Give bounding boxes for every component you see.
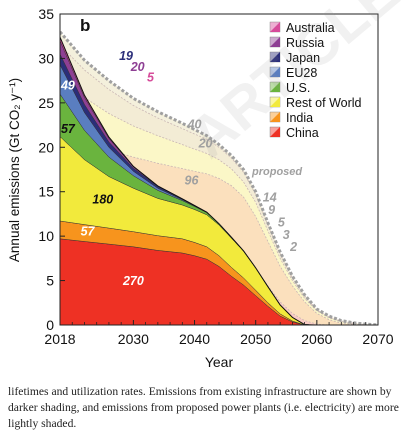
- data-label: 2: [289, 240, 297, 254]
- data-label: 5: [278, 215, 286, 229]
- legend-item: EU28: [269, 66, 317, 80]
- legend-item: Russia: [269, 36, 324, 50]
- x-tick-label: 2040: [179, 331, 210, 347]
- y-tick-label: 10: [38, 228, 54, 244]
- proposed-band: [60, 78, 378, 325]
- data-label: 57: [81, 224, 96, 238]
- panel-label: b: [80, 16, 90, 35]
- x-tick-label: 2070: [362, 331, 393, 347]
- data-label: 5: [147, 71, 155, 85]
- proposed-total-line: [60, 30, 378, 325]
- legend-swatch-dark: [270, 112, 280, 122]
- y-axis-title: Annual emissions (Gt CO₂ y⁻¹): [7, 78, 22, 262]
- existing-total-line: [60, 36, 378, 325]
- data-label: 49: [60, 79, 75, 93]
- legend-item: Japan: [269, 51, 320, 65]
- data-label: 270: [122, 274, 144, 288]
- x-axis-title: Year: [205, 354, 234, 370]
- data-label: 57: [61, 122, 76, 136]
- proposed-band: [60, 45, 378, 325]
- legend-swatch-dark: [270, 37, 280, 47]
- legend-label: EU28: [286, 66, 317, 80]
- data-label: 20: [130, 60, 145, 74]
- legend-swatch-dark: [270, 22, 280, 32]
- y-tick-label: 15: [38, 184, 54, 200]
- proposed-band: [60, 31, 378, 325]
- y-tick-label: 5: [46, 273, 54, 289]
- existing-emissions-layer: [60, 36, 378, 325]
- legend-label: Japan: [286, 51, 320, 65]
- legend-item: U.S.: [269, 81, 310, 95]
- y-tick-label: 35: [38, 6, 54, 22]
- legend-label: Australia: [286, 21, 335, 35]
- x-tick-label: 2030: [118, 331, 149, 347]
- legend-item: India: [269, 111, 313, 125]
- y-tick-label: 20: [38, 139, 54, 155]
- data-label: 40: [187, 118, 202, 132]
- data-label: 20: [198, 136, 213, 150]
- legend-swatch-dark: [270, 67, 280, 77]
- data-label: 96: [185, 174, 200, 188]
- data-label: 180: [92, 192, 113, 206]
- legend-item: Rest of World: [269, 96, 362, 110]
- y-tick-label: 25: [38, 95, 54, 111]
- legend-label: India: [286, 111, 313, 125]
- legend-label: Russia: [286, 36, 324, 50]
- data-label: 14: [263, 190, 277, 204]
- x-tick-label: 2050: [240, 331, 271, 347]
- x-tick-label: 2018: [44, 331, 75, 347]
- y-tick-label: 30: [38, 50, 54, 66]
- legend-swatch-dark: [270, 82, 280, 92]
- legend-label: China: [286, 126, 319, 140]
- legend-swatch-dark: [270, 127, 280, 137]
- legend-swatch-dark: [270, 97, 280, 107]
- legend-label: Rest of World: [286, 96, 362, 110]
- data-label: 19: [119, 49, 133, 63]
- legend-item: China: [269, 126, 319, 140]
- legend-item: Australia: [269, 21, 335, 35]
- legend-swatch-dark: [270, 52, 280, 62]
- legend-label: U.S.: [286, 81, 310, 95]
- data-label: 9: [268, 203, 275, 217]
- data-label: 3: [283, 228, 290, 242]
- proposed-boundary-line: [60, 124, 378, 325]
- proposed-label: proposed: [251, 166, 302, 178]
- figure-caption: lifetimes and utilization rates. Emissio…: [8, 385, 399, 430]
- y-tick-label: 0: [46, 317, 54, 333]
- x-tick-label: 2060: [301, 331, 332, 347]
